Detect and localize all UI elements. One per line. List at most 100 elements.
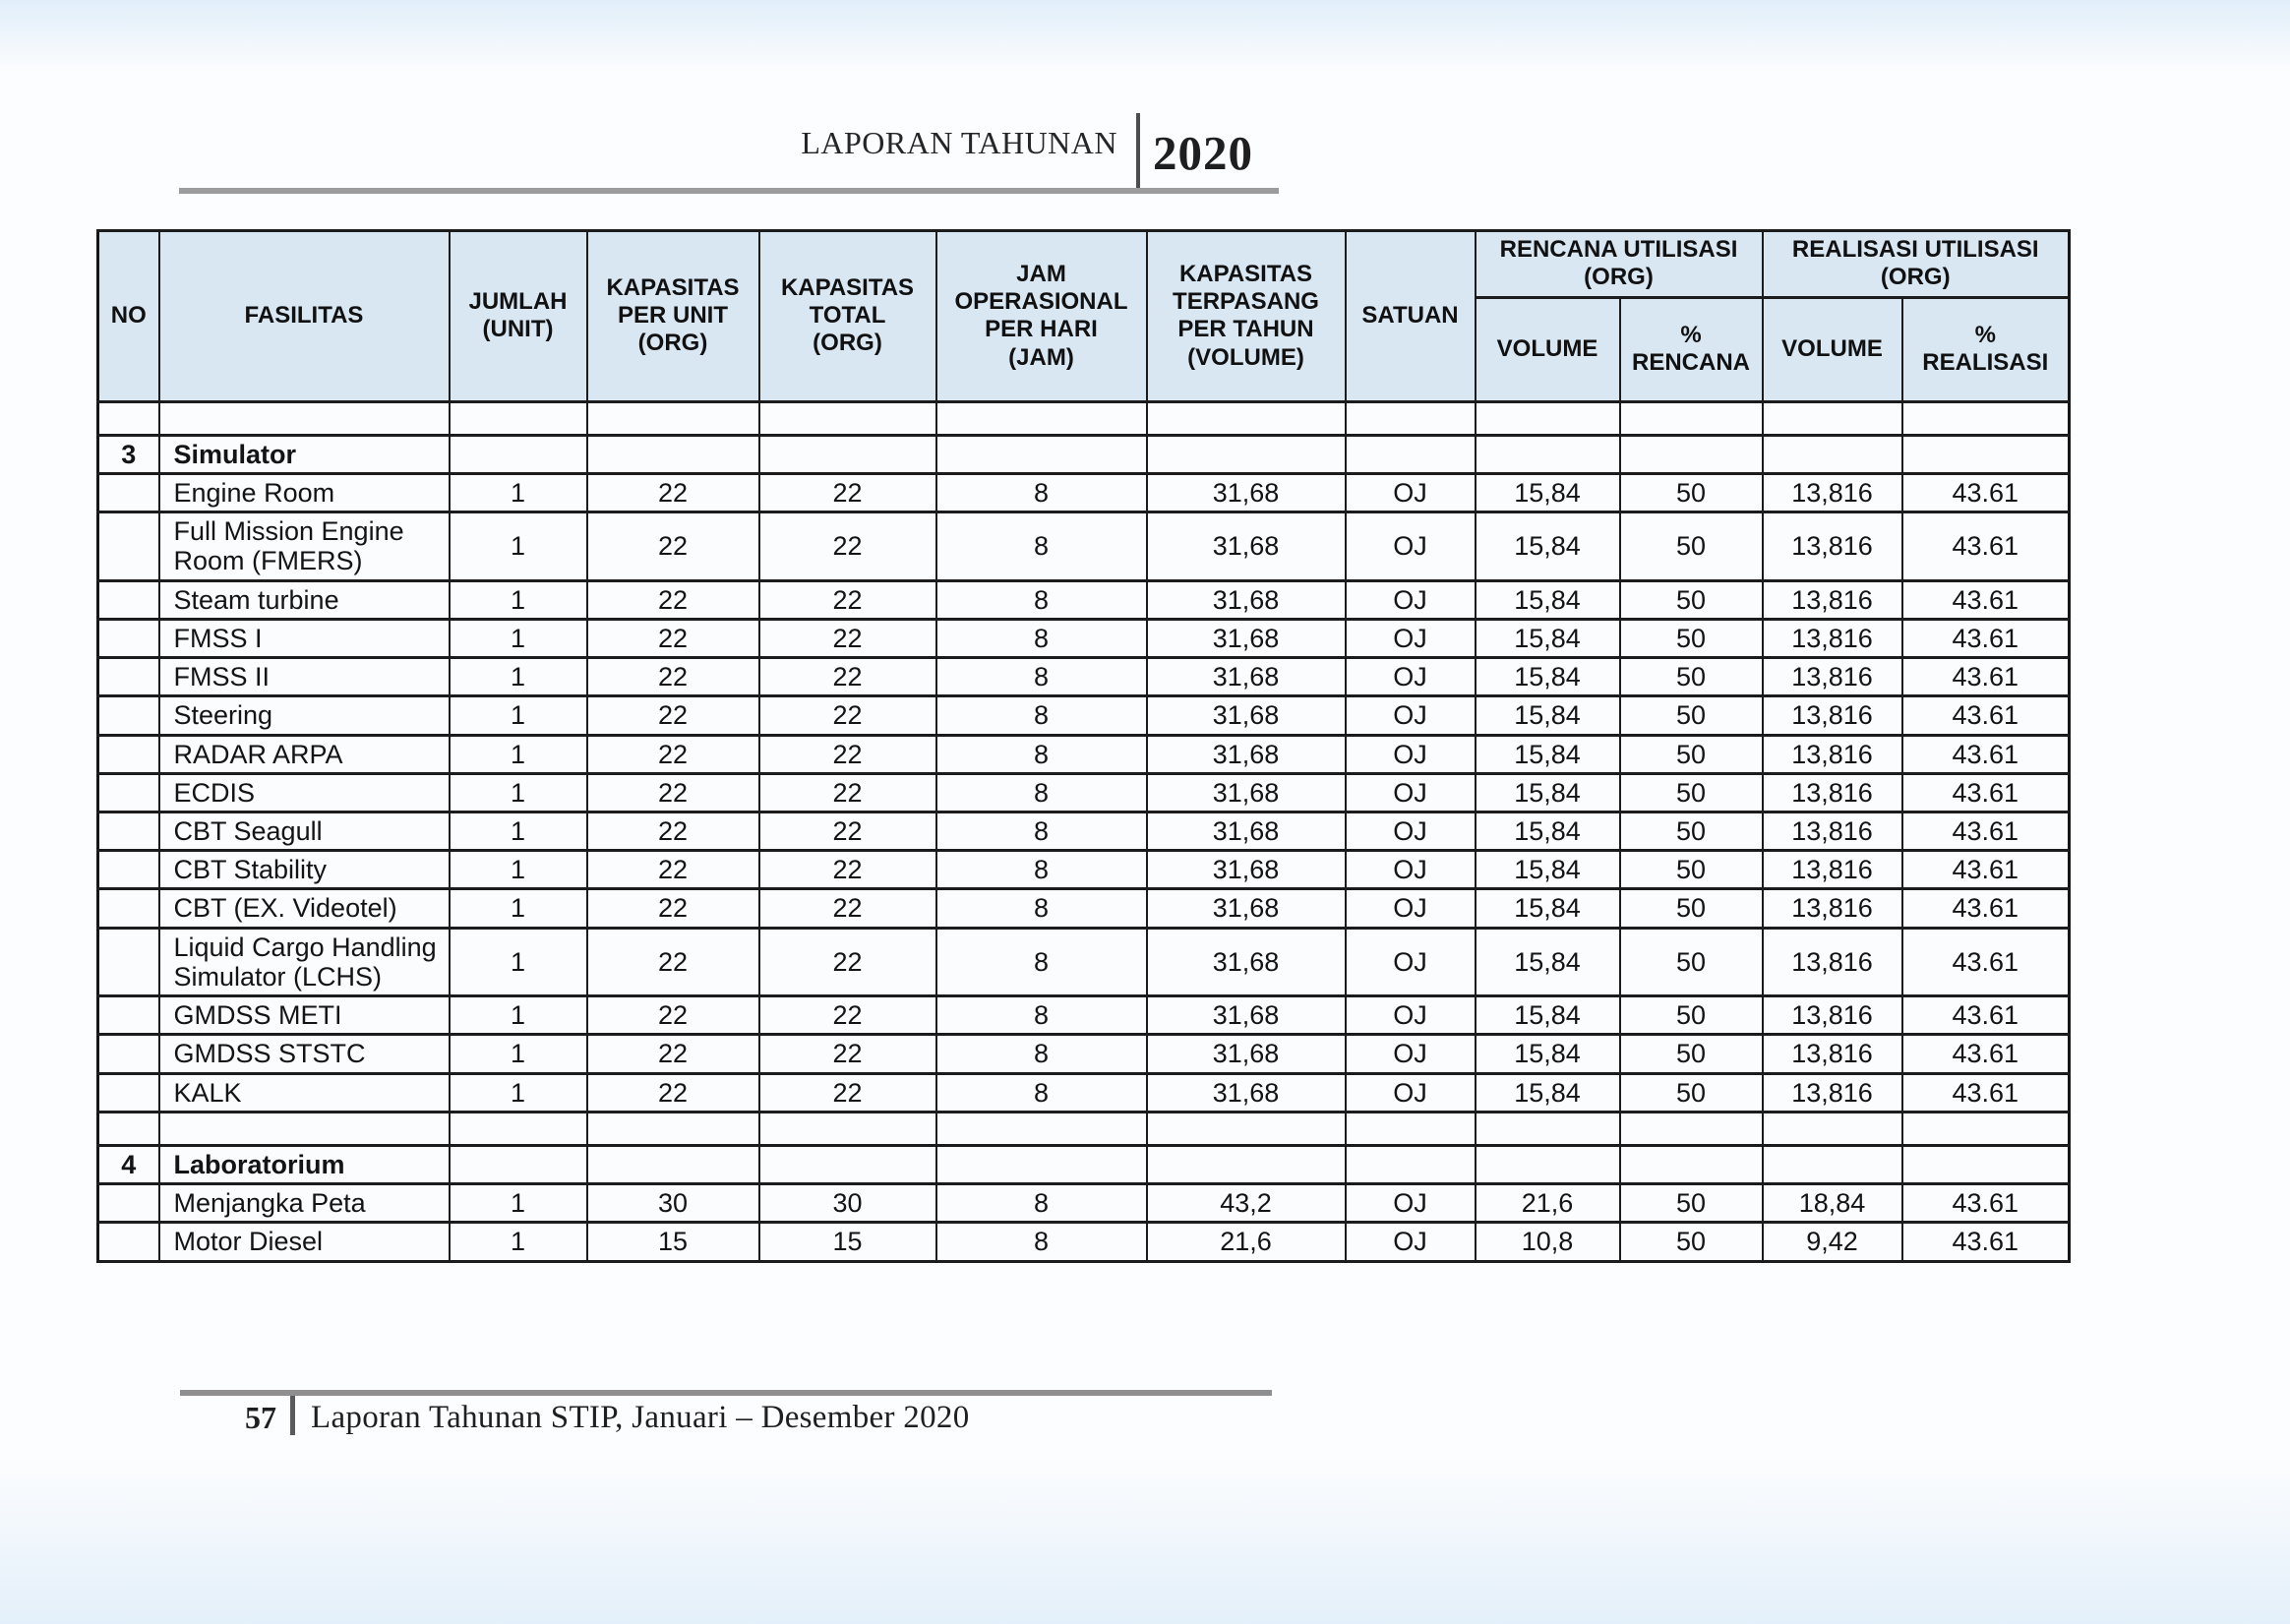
- value-cell: [1761, 1143, 1903, 1186]
- value-cell: 43.61: [1900, 1221, 2071, 1263]
- value-cell: [1618, 1110, 1764, 1147]
- value-cell: 31,68: [1145, 1033, 1347, 1075]
- value-cell: [1900, 1110, 2071, 1147]
- value-cell: 15: [757, 1221, 937, 1263]
- value-cell: 43.61: [1900, 926, 2071, 998]
- value-cell: 22: [585, 471, 760, 514]
- value-cell: [1761, 399, 1903, 437]
- facility-name-cell: RADAR ARPA: [157, 733, 451, 775]
- value-cell: 50: [1618, 1033, 1764, 1075]
- value-cell: 43.61: [1900, 1182, 2071, 1225]
- no-cell: [96, 1071, 160, 1113]
- value-cell: 31,68: [1145, 887, 1347, 930]
- value-cell: 50: [1618, 733, 1764, 775]
- value-cell: 13,816: [1761, 733, 1903, 775]
- value-cell: 18,84: [1761, 1182, 1903, 1225]
- value-cell: 1: [448, 887, 588, 930]
- value-cell: [1344, 399, 1476, 437]
- value-cell: 8: [934, 810, 1148, 853]
- facility-row: CBT Seagull 1 22 22 8 31,68 OJ 15,84 50 13,816 43.…: [96, 810, 2071, 853]
- value-cell: 22: [757, 849, 937, 891]
- no-cell: [96, 511, 160, 582]
- value-cell: [448, 1143, 588, 1186]
- col-header-jam-operasional: JAM OPERASIONAL PER HARI (JAM): [934, 229, 1148, 403]
- no-cell: [96, 694, 160, 737]
- value-cell: [1145, 1143, 1347, 1186]
- section-row: 4 Laboratorium: [96, 1143, 2071, 1186]
- value-cell: 22: [757, 656, 937, 698]
- value-cell: 22: [585, 1033, 760, 1075]
- facility-name-cell: GMDSS STSTC: [157, 1033, 451, 1075]
- col-header-pct-rencana: % RENCANA: [1618, 295, 1764, 403]
- facility-name-cell: Laboratorium: [157, 1143, 451, 1186]
- value-cell: OJ: [1344, 1071, 1476, 1113]
- value-cell: 15,84: [1474, 694, 1621, 737]
- value-cell: 50: [1618, 1182, 1764, 1225]
- value-cell: 8: [934, 1182, 1148, 1225]
- value-cell: OJ: [1344, 656, 1476, 698]
- value-cell: 22: [757, 578, 937, 621]
- no-cell: [96, 733, 160, 775]
- facility-name-cell: KALK: [157, 1071, 451, 1113]
- facility-row: Full Mission Engine Room (FMERS) 1 22 22 8 31…: [96, 511, 2071, 582]
- col-group-realisasi-utilisasi: REALISASI UTILISASI (ORG): [1761, 229, 2071, 299]
- value-cell: 15,84: [1474, 1071, 1621, 1113]
- col-header-satuan: SATUAN: [1344, 229, 1476, 403]
- value-cell: 22: [757, 733, 937, 775]
- value-cell: 10,8: [1474, 1221, 1621, 1263]
- value-cell: 50: [1618, 694, 1764, 737]
- facility-name-cell: Full Mission Engine Room (FMERS): [157, 511, 451, 582]
- value-cell: 22: [585, 656, 760, 698]
- value-cell: OJ: [1344, 994, 1476, 1037]
- value-cell: 50: [1618, 810, 1764, 853]
- value-cell: 21,6: [1474, 1182, 1621, 1225]
- value-cell: [1145, 399, 1347, 437]
- facilities-utilization-table: NO FASILITAS JUMLAH (UNIT) KAPASITAS PER…: [96, 229, 2071, 1263]
- col-header-pct-realisasi: % REALISASI: [1900, 295, 2071, 403]
- value-cell: [585, 399, 760, 437]
- title-divider: [1136, 113, 1140, 194]
- facility-name-cell: Liquid Cargo Handling Simulator (LCHS): [157, 926, 451, 998]
- no-cell: [96, 1221, 160, 1263]
- no-cell: [96, 771, 160, 813]
- no-cell: [96, 994, 160, 1037]
- value-cell: 22: [757, 471, 937, 514]
- footer-rule: [180, 1390, 1272, 1396]
- value-cell: 22: [585, 994, 760, 1037]
- value-cell: 13,816: [1761, 926, 1903, 998]
- value-cell: 22: [757, 511, 937, 582]
- no-cell: [96, 578, 160, 621]
- value-cell: 13,816: [1761, 771, 1903, 813]
- facility-name-cell: FMSS I: [157, 617, 451, 660]
- value-cell: 13,816: [1761, 578, 1903, 621]
- value-cell: 1: [448, 471, 588, 514]
- value-cell: [1900, 399, 2071, 437]
- value-cell: 8: [934, 994, 1148, 1037]
- no-cell: [96, 1182, 160, 1225]
- no-cell: [96, 1110, 160, 1147]
- value-cell: 8: [934, 1071, 1148, 1113]
- value-cell: [585, 1110, 760, 1147]
- value-cell: [1344, 433, 1476, 475]
- value-cell: 8: [934, 511, 1148, 582]
- value-cell: 1: [448, 810, 588, 853]
- value-cell: 1: [448, 994, 588, 1037]
- value-cell: 1: [448, 1071, 588, 1113]
- value-cell: 50: [1618, 471, 1764, 514]
- value-cell: OJ: [1344, 471, 1476, 514]
- value-cell: 13,816: [1761, 849, 1903, 891]
- facility-name-cell: Menjangka Peta: [157, 1182, 451, 1225]
- value-cell: [757, 1110, 937, 1147]
- value-cell: [1474, 1143, 1621, 1186]
- no-cell: 3: [96, 433, 160, 475]
- value-cell: 8: [934, 471, 1148, 514]
- facility-row: Liquid Cargo Handling Simulator (LCHS) 1 2…: [96, 926, 2071, 998]
- col-header-kapasitas-total: KAPASITAS TOTAL (ORG): [757, 229, 937, 403]
- value-cell: 22: [757, 887, 937, 930]
- value-cell: 22: [585, 810, 760, 853]
- value-cell: [448, 1110, 588, 1147]
- value-cell: 50: [1618, 849, 1764, 891]
- col-header-kapasitas-per-unit: KAPASITAS PER UNIT (ORG): [585, 229, 760, 403]
- no-cell: 4: [96, 1143, 160, 1186]
- value-cell: 8: [934, 1033, 1148, 1075]
